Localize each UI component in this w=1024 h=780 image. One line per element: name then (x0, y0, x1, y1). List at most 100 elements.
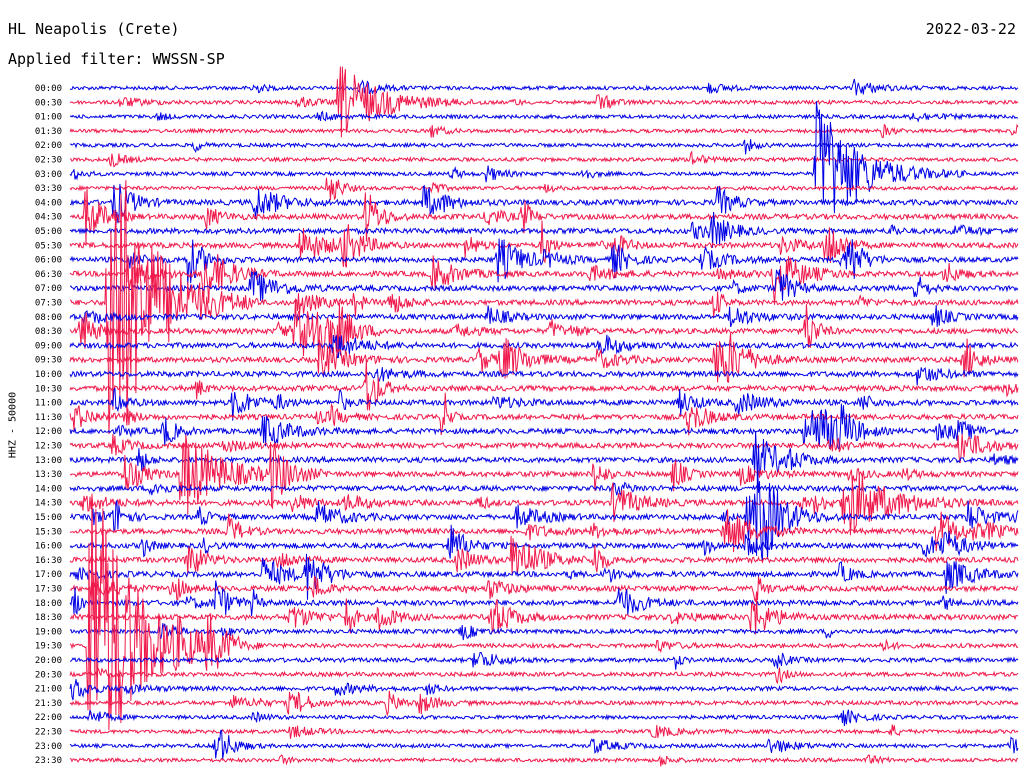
row-label-2030: 20:30 (35, 670, 62, 680)
row-label-0130: 01:30 (35, 127, 62, 137)
trace-row-0300 (69, 101, 1019, 214)
row-label-1830: 18:30 (35, 613, 62, 623)
trace-row-0930 (69, 333, 1019, 383)
trace-row-0730 (70, 180, 1019, 435)
trace-row-0700 (69, 269, 1019, 303)
row-label-1030: 10:30 (35, 384, 62, 394)
trace-row-1000 (69, 367, 1019, 386)
trace-row-1130 (69, 392, 1019, 436)
trace-row-0100 (69, 110, 1019, 123)
row-label-0600: 06:00 (35, 256, 62, 266)
trace-row-2230 (69, 724, 1019, 739)
station-title: HL Neapolis (Crete) (8, 20, 180, 38)
trace-row-2100 (69, 679, 1019, 701)
row-label-2130: 21:30 (35, 699, 62, 709)
row-label-1000: 10:00 (35, 370, 62, 380)
trace-row-0000 (69, 78, 1019, 96)
row-label-1630: 16:30 (35, 556, 62, 566)
row-label-1430: 14:30 (35, 499, 62, 509)
row-label-1300: 13:00 (35, 456, 62, 466)
trace-row-0600 (69, 238, 1019, 285)
row-label-0230: 02:30 (35, 156, 62, 166)
trace-row-1300 (69, 430, 1019, 480)
row-label-0930: 09:30 (35, 356, 62, 366)
row-label-1230: 12:30 (35, 442, 62, 452)
trace-row-1200 (69, 403, 1019, 450)
trace-row-1700 (69, 553, 1019, 600)
trace-row-0630 (69, 253, 1019, 305)
row-label-0100: 01:00 (35, 113, 62, 123)
trace-row-1030 (69, 359, 1019, 411)
row-label-1130: 11:30 (35, 413, 62, 423)
row-label-1730: 17:30 (35, 585, 62, 595)
trace-row-1830 (69, 598, 1019, 635)
trace-row-0130 (69, 123, 1019, 139)
trace-row-0330 (69, 177, 1019, 201)
trace-row-1600 (69, 524, 1019, 559)
row-label-1600: 16:00 (35, 542, 62, 552)
row-label-0800: 08:00 (35, 313, 62, 323)
trace-row-0030 (70, 66, 1019, 138)
row-label-2300: 23:00 (35, 742, 62, 752)
row-label-1530: 15:30 (35, 527, 62, 537)
row-label-0530: 05:30 (35, 241, 62, 251)
trace-row-2200 (69, 709, 1019, 727)
row-label-2230: 22:30 (35, 728, 62, 738)
row-label-0330: 03:30 (35, 184, 62, 194)
trace-row-0200 (69, 139, 1019, 155)
row-label-1900: 19:00 (35, 627, 62, 637)
row-label-1400: 14:00 (35, 484, 62, 494)
trace-row-2330 (69, 754, 1019, 767)
trace-row-1100 (69, 387, 1019, 421)
trace-row-1430 (69, 472, 1019, 536)
row-label-1700: 17:00 (35, 570, 62, 580)
row-label-group: 00:00 00:30 01:00 01:30 02:00 02:30 03:00 03:30… (35, 84, 62, 766)
row-label-0000: 00:00 (35, 84, 62, 94)
row-label-1330: 13:30 (35, 470, 62, 480)
trace-row-2130 (69, 690, 1019, 717)
trace-row-0500 (69, 211, 1019, 248)
row-label-0830: 08:30 (35, 327, 62, 337)
row-label-0400: 04:00 (35, 198, 62, 208)
trace-row-0530 (69, 220, 1019, 268)
trace-row-2030 (69, 666, 1019, 685)
row-label-0630: 06:30 (35, 270, 62, 280)
row-label-0030: 00:30 (35, 98, 62, 108)
row-label-0900: 09:00 (35, 341, 62, 351)
trace-row-0900 (69, 334, 1019, 359)
trace-row-1900 (69, 623, 1019, 641)
row-label-2330: 23:30 (35, 756, 62, 766)
trace-row-1930 (69, 493, 1019, 731)
row-label-0700: 07:00 (35, 284, 62, 294)
row-label-0500: 05:00 (35, 227, 62, 237)
trace-row-0800 (69, 305, 1019, 328)
filter-label: Applied filter: WWSSN-SP (8, 50, 225, 68)
trace-row-1330 (69, 434, 1019, 515)
row-label-0730: 07:30 (35, 299, 62, 309)
trace-row-2300 (69, 729, 1019, 760)
trace-row-0400 (69, 183, 1019, 228)
trace-row-1730 (69, 575, 1019, 603)
trace-row-1230 (69, 433, 1019, 463)
trace-row-1630 (69, 535, 1019, 575)
row-label-0430: 04:30 (35, 213, 62, 223)
date-label: 2022-03-22 (925, 20, 1016, 38)
row-label-0200: 02:00 (35, 141, 62, 151)
row-label-0300: 03:00 (35, 170, 62, 180)
trace-row-2000 (69, 652, 1019, 670)
row-label-1500: 15:00 (35, 513, 62, 523)
trace-group (69, 66, 1019, 767)
trace-row-0230 (69, 150, 1019, 168)
row-label-1200: 12:00 (35, 427, 62, 437)
trace-row-1800 (69, 580, 1019, 617)
trace-row-1530 (69, 509, 1019, 553)
trace-row-0830 (69, 298, 1019, 361)
row-label-2200: 22:00 (35, 713, 62, 723)
row-label-1100: 11:00 (35, 399, 62, 409)
row-label-1930: 19:30 (35, 642, 62, 652)
row-label-2100: 21:00 (35, 685, 62, 695)
row-label-2000: 20:00 (35, 656, 62, 666)
trace-row-0430 (69, 186, 1019, 246)
row-label-1800: 18:00 (35, 599, 62, 609)
